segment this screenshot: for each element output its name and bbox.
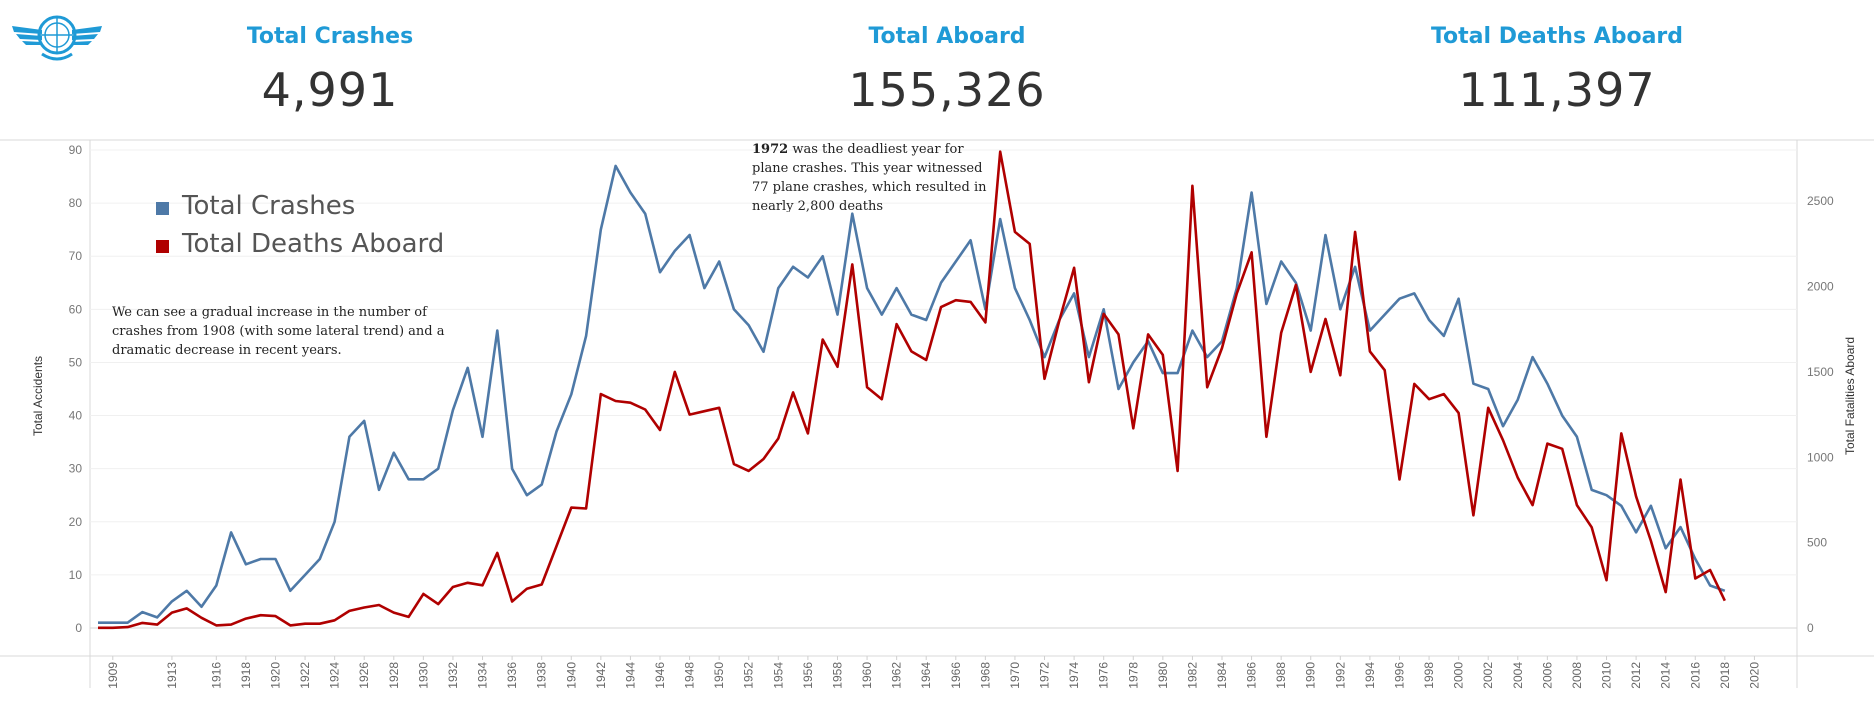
peak-text: was the deadliest year for plane crashes… [752, 142, 987, 212]
kpi-value: 155,326 [848, 63, 1046, 117]
x-tick-label: 1968 [978, 662, 992, 689]
kpi-value: 111,397 [1458, 63, 1656, 117]
y-left-tick-label: 80 [69, 196, 83, 210]
peak-annotation: 1972 was the deadliest year for plane cr… [752, 140, 1002, 212]
x-tick-label: 1916 [209, 662, 223, 689]
x-tick-label: 1976 [1097, 662, 1111, 689]
x-tick-label: 1926 [357, 662, 371, 689]
x-tick-label: 1932 [446, 662, 460, 689]
x-tick-label: 2006 [1540, 662, 1554, 689]
y-right-tick-label: 0 [1807, 621, 1814, 635]
y-right-tick-label: 1500 [1807, 365, 1834, 379]
kpi-total-aboard: Total Aboard 155,326 [777, 24, 1117, 117]
y-left-tick-label: 20 [69, 515, 83, 529]
x-tick-label: 1996 [1392, 662, 1406, 689]
x-tick-label: 1962 [890, 662, 904, 689]
y-left-tick-label: 10 [69, 568, 83, 582]
y-right-tick-label: 1000 [1807, 450, 1834, 464]
x-tick-label: 1986 [1245, 662, 1259, 689]
legend-label: Total Crashes [181, 191, 355, 221]
x-tick-label: 2008 [1570, 662, 1584, 689]
x-tick-label: 1988 [1274, 662, 1288, 689]
x-tick-label: 1958 [830, 662, 844, 689]
x-tick-label: 1920 [268, 662, 282, 689]
x-tick-label: 1954 [771, 662, 785, 689]
y-right-tick-label: 500 [1807, 536, 1827, 550]
x-tick-label: 1938 [535, 662, 549, 689]
x-tick-label: 1940 [564, 662, 578, 689]
x-tick-label: 1924 [328, 662, 342, 689]
x-tick-label: 2012 [1629, 662, 1643, 689]
x-tick-label: 1918 [239, 662, 253, 689]
x-tick-label: 1944 [623, 662, 637, 689]
x-tick-label: 1948 [683, 662, 697, 689]
x-tick-label: 1950 [712, 662, 726, 689]
x-tick-label: 1934 [476, 662, 490, 689]
y-left-tick-label: 60 [69, 302, 83, 316]
y-left-tick-label: 50 [69, 355, 83, 369]
x-tick-label: 2016 [1688, 662, 1702, 689]
kpi-title: Total Aboard [868, 24, 1026, 49]
x-tick-label: 1980 [1156, 662, 1170, 689]
total-crashes-line [98, 164, 1726, 625]
kpi-value: 4,991 [261, 63, 399, 117]
y-left-tick-label: 70 [69, 249, 83, 263]
y-left-tick-label: 90 [69, 143, 83, 157]
legend-label: Total Deaths Aboard [181, 229, 444, 259]
trend-annotation: We can see a gradual increase in the num… [112, 305, 445, 358]
y-left-tick-label: 30 [69, 462, 83, 476]
x-tick-label: 1942 [594, 662, 608, 689]
legend-swatch [156, 202, 169, 215]
x-tick-label: 1990 [1304, 662, 1318, 689]
x-tick-label: 1960 [860, 662, 874, 689]
x-tick-label: 1992 [1333, 662, 1347, 689]
total-deaths-line [98, 150, 1726, 630]
x-tick-label: 1956 [801, 662, 815, 689]
x-tick-label: 1930 [416, 662, 430, 689]
x-tick-label: 1922 [298, 662, 312, 689]
y-left-axis-title: Total Accidents [31, 356, 45, 436]
x-tick-label: 1984 [1215, 662, 1229, 689]
legend-swatch [156, 240, 169, 253]
y-left-tick-label: 0 [75, 621, 82, 635]
y-right-axis-title: Total Fatalities Aboard [1843, 337, 1857, 455]
x-tick-label: 2018 [1718, 662, 1732, 689]
x-tick-label: 1982 [1185, 662, 1199, 689]
kpi-title: Total Deaths Aboard [1430, 24, 1684, 49]
x-tick-label: 1964 [919, 662, 933, 689]
x-tick-label: 1909 [106, 662, 120, 689]
x-tick-label: 1994 [1363, 662, 1377, 689]
x-tick-label: 2004 [1511, 662, 1525, 689]
kpi-title: Total Crashes [246, 24, 414, 49]
peak-year: 1972 [752, 142, 789, 157]
crashes-deaths-line-chart: 0 10 20 30 40 50 60 70 80 90 0 500 1000 1500 2000 2500 T… [0, 139, 1874, 689]
x-tick-label: 1936 [505, 662, 519, 689]
kpi-total-crashes: Total Crashes 4,991 [160, 24, 500, 117]
x-tick-label: 1966 [949, 662, 963, 689]
x-tick-label: 1972 [1038, 662, 1052, 689]
y-left-tick-label: 40 [69, 409, 83, 423]
kpi-total-deaths-aboard: Total Deaths Aboard 111,397 [1387, 24, 1727, 117]
y-right-tick-label: 2000 [1807, 280, 1834, 294]
x-tick-label: 2010 [1600, 662, 1614, 689]
un-emblem-logo [12, 15, 102, 61]
x-tick-label: 1970 [1008, 662, 1022, 689]
x-tick-label: 1928 [387, 662, 401, 689]
x-tick-label: 1913 [165, 662, 179, 689]
x-tick-label: 2014 [1659, 662, 1673, 689]
x-tick-label: 2002 [1481, 662, 1495, 689]
x-tick-label: 2020 [1747, 662, 1761, 689]
x-tick-label: 1974 [1067, 662, 1081, 689]
x-tick-label: 1998 [1422, 662, 1436, 689]
x-tick-label: 1946 [653, 662, 667, 689]
y-right-tick-label: 2500 [1807, 194, 1834, 208]
x-tick-label: 1952 [742, 662, 756, 689]
x-tick-label: 2000 [1452, 662, 1466, 689]
x-tick-label: 1978 [1126, 662, 1140, 689]
